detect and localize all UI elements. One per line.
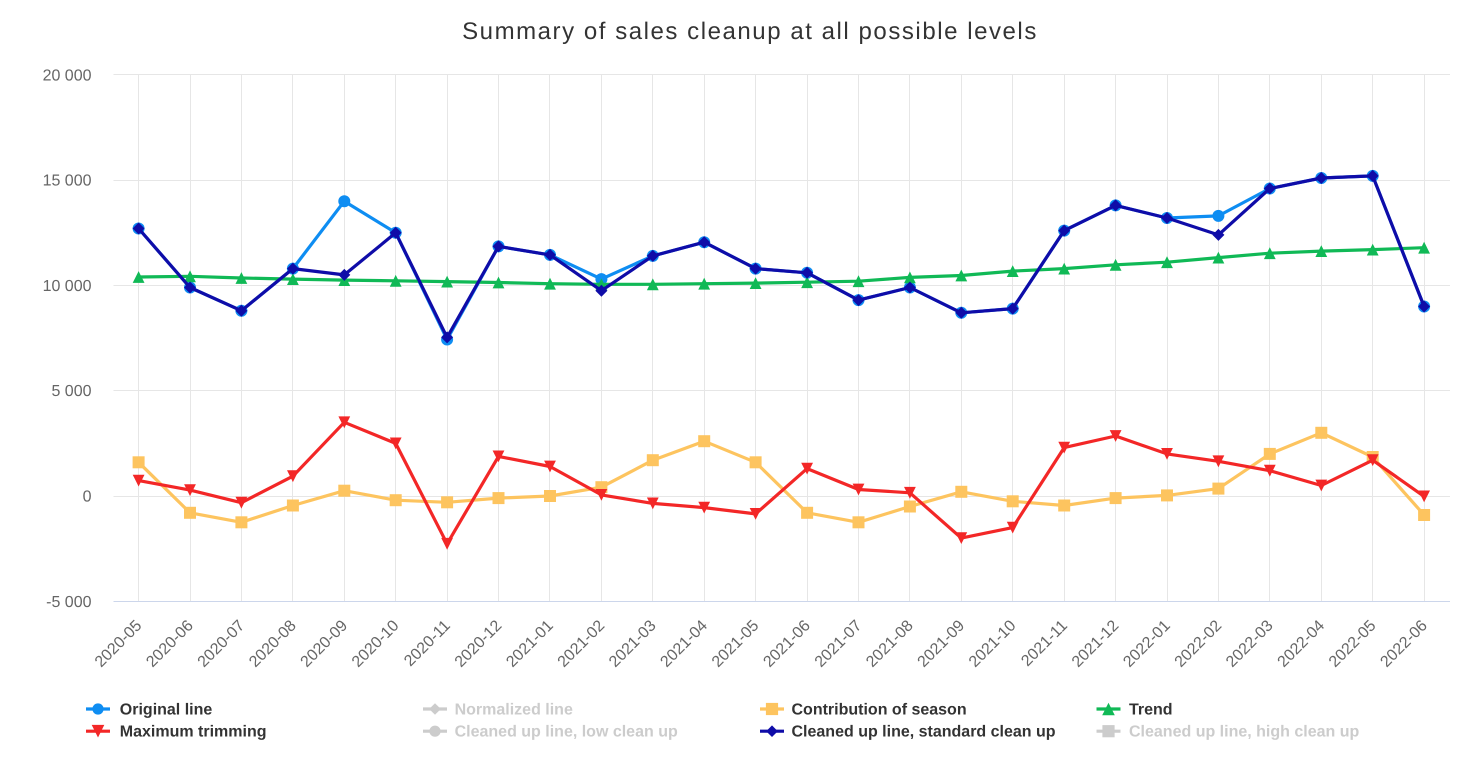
svg-text:Summary of sales cleanup at al: Summary of sales cleanup at all possible… <box>462 18 1038 45</box>
svg-text:Cleaned up line, high clean up: Cleaned up line, high clean up <box>1129 724 1359 741</box>
svg-text:Original line: Original line <box>120 701 213 718</box>
svg-text:0: 0 <box>83 489 92 506</box>
svg-text:Trend: Trend <box>1129 701 1173 718</box>
svg-text:Cleaned up line, standard clea: Cleaned up line, standard clean up <box>792 724 1056 741</box>
svg-text:15 000: 15 000 <box>43 173 92 190</box>
svg-text:Cleaned up line, low clean up: Cleaned up line, low clean up <box>455 724 678 741</box>
svg-text:Contribution of season: Contribution of season <box>792 701 967 718</box>
svg-text:Maximum trimming: Maximum trimming <box>120 724 267 741</box>
svg-text:-5 000: -5 000 <box>46 594 91 611</box>
svg-text:5 000: 5 000 <box>51 383 91 400</box>
svg-text:Normalized line: Normalized line <box>455 701 573 718</box>
svg-text:10 000: 10 000 <box>43 278 92 295</box>
svg-text:20 000: 20 000 <box>43 67 92 84</box>
